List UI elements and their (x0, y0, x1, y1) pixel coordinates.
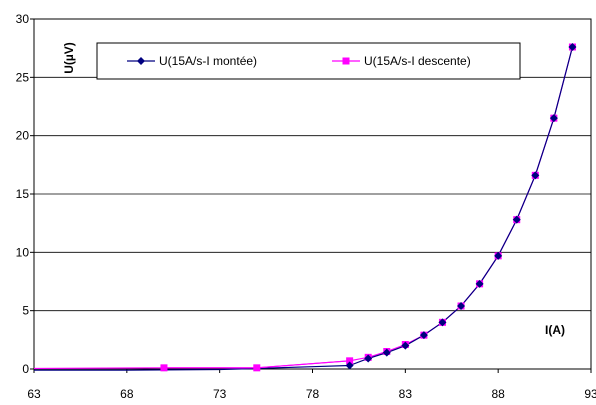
y-tick-label: 30 (16, 12, 30, 26)
data-point-descente (253, 364, 261, 372)
data-point-descente (346, 357, 354, 365)
legend-box (96, 42, 521, 80)
y-tick-label: 10 (16, 245, 30, 259)
y-axis-ticks: 0 5 10 15 20 25 30 (16, 12, 34, 376)
legend-marker-montee (137, 57, 145, 65)
y-axis-label: U(µV) (62, 42, 76, 74)
data-point-montee (549, 114, 558, 123)
series-layer (33, 43, 577, 372)
data-point-montee (531, 171, 540, 180)
y-tick-label: 20 (16, 129, 30, 143)
y-tick-label: 15 (16, 187, 30, 201)
legend: U(15A/s-I montée) U(15A/s-I descente) (96, 42, 521, 80)
data-point-montee (382, 348, 391, 357)
x-axis-label: I(A) (545, 323, 565, 337)
y-tick-label: 25 (16, 70, 30, 84)
x-tick-label: 78 (306, 387, 320, 401)
legend-label-descente: U(15A/s-I descente) (364, 54, 471, 68)
x-tick-label: 73 (213, 387, 227, 401)
x-tick-label: 68 (120, 387, 134, 401)
x-axis-ticks: 63 68 73 78 83 88 93 (27, 369, 596, 401)
data-point-montee (345, 361, 354, 370)
legend-label-montee: U(15A/s-I montée) (159, 54, 257, 68)
data-point-montee (475, 279, 484, 288)
data-point-montee (568, 43, 577, 51)
data-point-montee (438, 318, 447, 327)
data-point-montee (512, 215, 521, 224)
legend-marker-descente (342, 57, 350, 65)
x-tick-label: 88 (491, 387, 505, 401)
series-line-segment (34, 364, 350, 371)
x-tick-label: 93 (584, 387, 596, 401)
data-point-montee (494, 251, 503, 260)
data-point-montee (419, 331, 428, 340)
gridlines (34, 76, 591, 312)
data-point-descente (160, 364, 168, 372)
data-point-montee (401, 341, 410, 350)
y-tick-label: 5 (22, 304, 29, 318)
x-tick-label: 83 (399, 387, 413, 401)
data-point-montee (364, 354, 373, 363)
x-tick-label: 63 (27, 387, 41, 401)
data-point-montee (457, 302, 466, 310)
y-tick-label: 0 (22, 362, 29, 376)
